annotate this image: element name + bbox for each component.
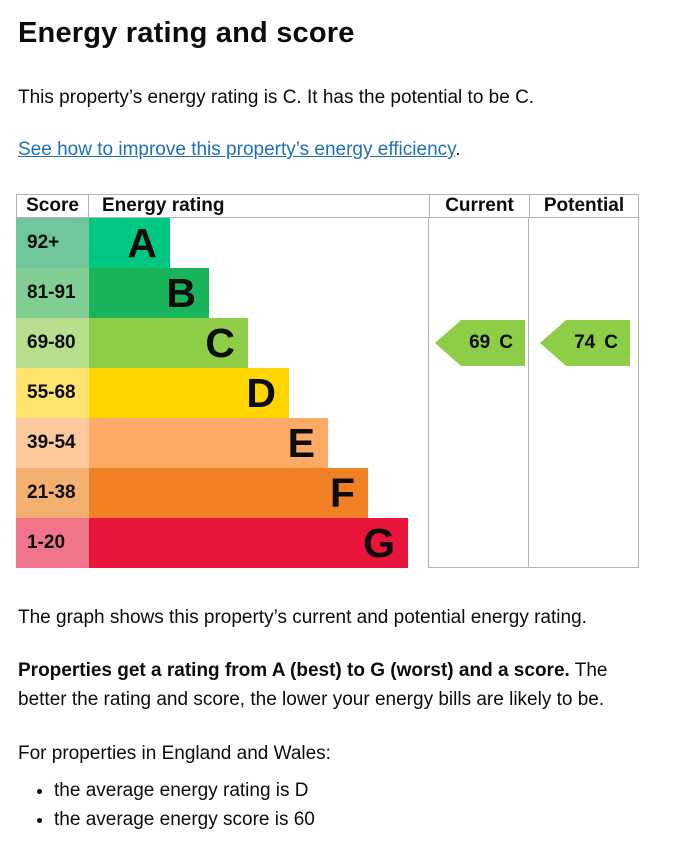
header-current: Current xyxy=(429,195,529,217)
band-row-f: 21-38 F xyxy=(16,468,639,518)
score-range-d: 55-68 xyxy=(16,368,89,418)
current-letter: C xyxy=(499,332,513,353)
band-row-a: 92+ A xyxy=(16,218,639,268)
rating-summary-text: This property’s energy rating is C. It h… xyxy=(18,87,535,108)
band-bar-d: D xyxy=(89,368,289,418)
current-score: 69 xyxy=(469,332,491,353)
band-row-g: 1-20 G xyxy=(16,518,639,568)
list-item: the average energy rating is D xyxy=(54,780,671,802)
header-energy-rating: Energy rating xyxy=(102,195,225,216)
band-bar-e: E xyxy=(89,418,328,468)
band-row-b: 81-91 B xyxy=(16,268,639,318)
header-potential: Potential xyxy=(529,195,638,217)
region-line: For properties in England and Wales: xyxy=(18,743,331,764)
chart-header-row: Score Energy rating Current Potential xyxy=(16,194,639,218)
band-bar-g: G xyxy=(89,518,408,568)
rating-explanation: Properties get a rating from A (best) to… xyxy=(18,657,626,714)
score-range-a: 92+ xyxy=(16,218,89,268)
band-row-e: 39-54 E xyxy=(16,418,639,468)
score-range-g: 1-20 xyxy=(16,518,89,568)
potential-score: 74 xyxy=(574,332,596,353)
current-potential-divider xyxy=(528,218,529,568)
band-row-c: 69-80 C xyxy=(16,318,639,368)
band-bar-f: F xyxy=(89,468,368,518)
table-right-border xyxy=(638,218,639,568)
band-bar-b: B xyxy=(89,268,209,318)
potential-letter: C xyxy=(604,332,618,353)
page-title: Energy rating and score xyxy=(18,17,355,49)
band-bar-a: A xyxy=(89,218,170,268)
band-row-d: 55-68 D xyxy=(16,368,639,418)
link-period: . xyxy=(455,139,461,160)
band-rows: 69 C 74 C 92+ A 81-91 B 69-80 C 55-68 D 39-54 E 21… xyxy=(16,218,639,568)
band-bar-c: C xyxy=(89,318,248,368)
epc-page: Energy rating and score This property’s … xyxy=(0,17,687,831)
header-score: Score xyxy=(17,195,89,217)
explanation-rest: The better the rating and score, the low… xyxy=(18,660,608,710)
current-column-left-border xyxy=(428,218,429,568)
score-range-f: 21-38 xyxy=(16,468,89,518)
energy-rating-chart: Score Energy rating Current Potential 69… xyxy=(16,194,639,568)
score-range-c: 69-80 xyxy=(16,318,89,368)
explanation-bold: Properties get a rating from A (best) to… xyxy=(18,660,570,681)
average-stats-list: the average energy rating is D the avera… xyxy=(18,780,671,831)
chart-caption: The graph shows this property’s current … xyxy=(18,607,587,628)
improve-efficiency-link[interactable]: See how to improve this property’s energ… xyxy=(18,139,456,160)
score-range-b: 81-91 xyxy=(16,268,89,318)
list-item: the average energy score is 60 xyxy=(54,809,671,831)
improve-paragraph: See how to improve this property’s energ… xyxy=(18,139,671,161)
table-bottom-border xyxy=(428,567,639,568)
score-range-e: 39-54 xyxy=(16,418,89,468)
